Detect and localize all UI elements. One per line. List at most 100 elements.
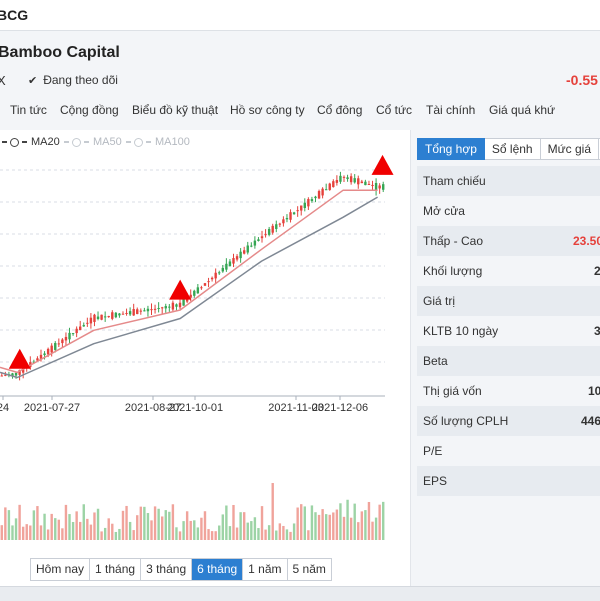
candle-body xyxy=(157,307,160,309)
volume-bar xyxy=(228,526,232,540)
volume-bar xyxy=(79,521,82,540)
candle-body xyxy=(132,309,135,316)
range-5-years[interactable]: 5 năm xyxy=(292,562,326,576)
candle-body xyxy=(82,325,85,327)
range-3-months[interactable]: 3 tháng xyxy=(141,559,193,580)
candle-body xyxy=(257,239,260,241)
x-tick-label: 24 xyxy=(0,402,9,414)
volume-bar xyxy=(146,513,150,540)
range-6-months[interactable]: 6 tháng xyxy=(192,559,244,580)
volume-bar xyxy=(346,499,349,540)
stock-nav-tabs: Tin tức Cộng đồng Biểu đồ kỹ thuật Hồ sơ… xyxy=(0,100,600,122)
volume-bar xyxy=(342,516,346,540)
candle-body xyxy=(278,223,282,225)
volume-bar xyxy=(264,529,267,540)
tab-order-book[interactable]: Sổ lệnh xyxy=(484,138,541,160)
volume-bar xyxy=(128,521,132,540)
volume-bar xyxy=(43,513,46,540)
volume-bar xyxy=(367,501,371,540)
stat-row-value: Giá trị xyxy=(417,286,600,316)
tab-price-levels[interactable]: Mức giá xyxy=(540,138,599,160)
chart-area[interactable] xyxy=(0,130,411,586)
stat-row-beta: Beta xyxy=(417,346,600,376)
volume-bar xyxy=(321,509,324,540)
candle-body xyxy=(285,217,289,220)
tab-community[interactable]: Cộng đồng xyxy=(60,103,119,117)
tab-summary[interactable]: Tổng hợp xyxy=(417,138,485,160)
volume-bar xyxy=(360,511,364,540)
candle-body xyxy=(232,258,235,264)
candle-body xyxy=(43,353,46,356)
volume-bar xyxy=(125,505,128,540)
stat-row-eps: EPS xyxy=(417,466,600,496)
volume-bar xyxy=(200,517,203,540)
candle-body xyxy=(150,309,153,311)
volume-bar xyxy=(235,527,239,540)
volume-bar xyxy=(32,510,36,540)
range-1-year[interactable]: 1 năm xyxy=(243,559,288,580)
candle-body xyxy=(171,302,175,310)
price-change: -0.55 xyxy=(566,72,598,88)
tab-technical-chart[interactable]: Biểu đồ kỹ thuật xyxy=(132,103,219,117)
candle-body xyxy=(114,312,118,318)
volume-bar xyxy=(103,527,107,540)
range-1-month[interactable]: 1 tháng xyxy=(90,559,142,580)
candle-body xyxy=(207,281,210,283)
tab-company-profile[interactable]: Hồ sơ công ty xyxy=(230,103,305,117)
legend-ma100[interactable]: MA100 xyxy=(126,136,190,148)
stat-row-shares-outstanding: Số lượng CPLH 446 xyxy=(417,406,600,436)
volume-bar xyxy=(7,510,11,540)
tab-dividends[interactable]: Cổ tức xyxy=(376,103,413,117)
candle-body xyxy=(96,316,100,320)
range-today[interactable]: Hôm nay xyxy=(31,559,91,580)
volume-bar xyxy=(64,504,68,540)
candle-body xyxy=(314,196,317,199)
volume-bar xyxy=(296,507,299,540)
candle-body xyxy=(307,199,310,207)
candle-body xyxy=(143,310,146,312)
candle-body xyxy=(160,307,164,309)
volume-bar xyxy=(160,516,164,540)
candle-body xyxy=(239,251,242,259)
candle-body xyxy=(75,328,78,334)
legend-ma20[interactable]: MA20 xyxy=(2,136,60,148)
tab-shareholders[interactable]: Cổ đông xyxy=(317,103,363,117)
volume-bar xyxy=(54,518,57,540)
volume-bar xyxy=(114,531,118,540)
tab-price-history[interactable]: Giá quá khứ xyxy=(489,103,556,117)
follow-button[interactable]: ✔ Đang theo dõi xyxy=(28,73,118,87)
volume-bar xyxy=(68,514,71,540)
volume-bar xyxy=(164,510,167,540)
legend-ma50[interactable]: MA50 xyxy=(64,136,122,148)
volume-bar xyxy=(300,504,303,540)
candle-body xyxy=(71,333,75,335)
candle-body xyxy=(253,240,257,246)
candle-body xyxy=(246,245,249,253)
ticker-symbol: BCG xyxy=(0,7,29,23)
candle-body xyxy=(364,181,367,186)
volume-bar xyxy=(132,530,135,540)
tab-financials[interactable]: Tài chính xyxy=(426,103,476,117)
volume-bar xyxy=(21,526,25,540)
volume-bar xyxy=(175,527,178,540)
candle-body xyxy=(339,175,342,182)
volume-bar xyxy=(332,512,335,540)
candle-body xyxy=(353,178,356,183)
candle-body xyxy=(228,261,232,267)
volume-bar xyxy=(275,530,278,540)
candle-body xyxy=(168,306,171,308)
volume-bar xyxy=(111,523,114,540)
volume-bar xyxy=(210,531,214,540)
volume-bar xyxy=(57,519,61,540)
candle-body xyxy=(54,343,57,350)
volume-bar xyxy=(232,504,235,540)
candle-body xyxy=(4,374,7,376)
candle-body xyxy=(200,287,203,289)
candle-body xyxy=(357,178,360,185)
candle-body xyxy=(107,316,110,318)
candle-body xyxy=(146,308,150,312)
tab-news[interactable]: Tin tức xyxy=(10,103,47,117)
candle-body xyxy=(139,310,143,312)
candle-body xyxy=(68,332,71,340)
